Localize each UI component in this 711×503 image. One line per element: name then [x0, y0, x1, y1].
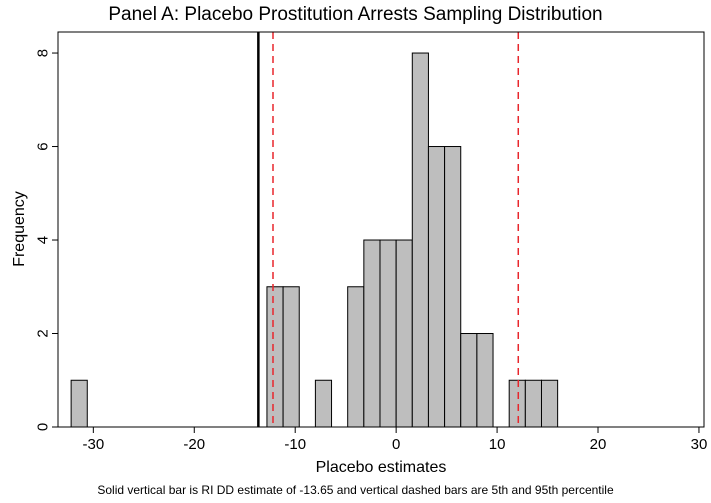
histogram-bar-2 — [282, 286, 300, 428]
x-tick-label: 20 — [590, 436, 607, 453]
x-axis-label: Placebo estimates — [316, 459, 447, 476]
y-tick-label: 0 — [35, 423, 52, 431]
x-tick-label: 10 — [489, 436, 506, 453]
histogram-bar-14 — [524, 379, 542, 428]
bars-layer — [70, 52, 559, 428]
histogram-bar-3 — [314, 379, 333, 428]
histogram-bar-12 — [476, 333, 494, 428]
y-axis-label: Frequency — [11, 191, 28, 267]
x-tick-label: 0 — [392, 436, 400, 453]
chart-note: Solid vertical bar is RI DD estimate of … — [97, 483, 614, 497]
y-tick-label: 6 — [35, 142, 52, 150]
y-tick-label: 4 — [35, 236, 52, 244]
histogram-bar-5 — [363, 239, 381, 428]
y-tick-label: 2 — [35, 329, 52, 337]
x-tick-label: 30 — [691, 436, 708, 453]
plot-frame — [57, 31, 705, 428]
x-tick-label: -30 — [82, 436, 104, 453]
histogram-bar-6 — [379, 239, 397, 428]
x-tick-label: -10 — [284, 436, 306, 453]
chart-title: Panel A: Placebo Prostitution Arrests Sa… — [108, 4, 603, 25]
histogram-bar-10 — [444, 146, 462, 428]
histogram-bar-11 — [460, 333, 478, 428]
y-tick-label: 8 — [35, 49, 52, 57]
histogram-bar-0 — [70, 379, 88, 428]
histogram-bar-7 — [395, 239, 413, 428]
reference-lines-layer — [257, 32, 520, 427]
histogram-bar-1 — [266, 286, 284, 428]
histogram-bar-8 — [411, 52, 429, 428]
histogram-bar-9 — [427, 146, 446, 428]
x-tick-label: -20 — [183, 436, 205, 453]
histogram-bar-4 — [347, 286, 365, 428]
x-axis-ticks: -30 -20 -10 0 10 20 30 — [82, 427, 707, 453]
histogram-bar-13 — [508, 379, 526, 428]
y-axis-ticks: 0 2 4 6 8 — [35, 49, 58, 431]
histogram-bar-15 — [540, 379, 559, 428]
